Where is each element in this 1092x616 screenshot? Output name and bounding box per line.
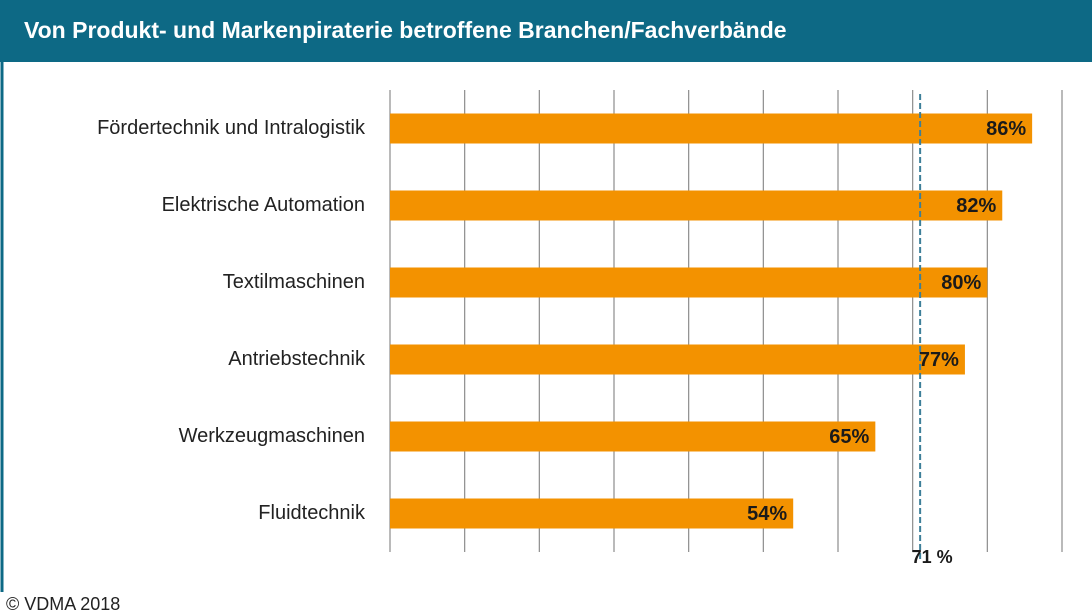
reference-label: 71 % [912,547,953,567]
category-label: Elektrische Automation [162,194,365,216]
bar [390,267,988,298]
value-label: 54% [747,503,787,525]
category-label: Textilmaschinen [223,271,365,293]
category-label: Werkzeugmaschinen [179,425,365,447]
category-label: Fördertechnik und Intralogistik [97,117,366,139]
source: © VDMA 2018 [6,594,120,614]
header-bar [0,0,1092,62]
value-label: 86% [986,118,1026,140]
bar [390,190,1003,221]
category-label: Antriebstechnik [228,348,366,370]
value-label: 65% [829,426,869,448]
bar [390,498,794,529]
chart-title: Von Produkt- und Markenpiraterie betroff… [24,17,787,43]
bar [390,113,1033,144]
value-label: 82% [956,195,996,217]
bar [390,421,876,452]
value-label: 80% [941,272,981,294]
category-label: Fluidtechnik [258,502,366,524]
value-label: 77% [919,349,959,371]
bar [390,344,965,375]
